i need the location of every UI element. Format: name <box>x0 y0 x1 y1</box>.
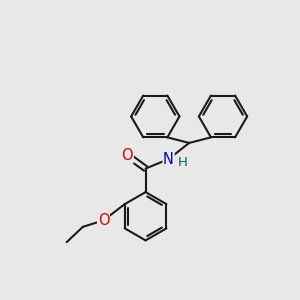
Text: O: O <box>122 148 133 163</box>
Text: H: H <box>177 156 187 169</box>
Text: N: N <box>163 152 174 166</box>
Text: O: O <box>98 213 109 228</box>
